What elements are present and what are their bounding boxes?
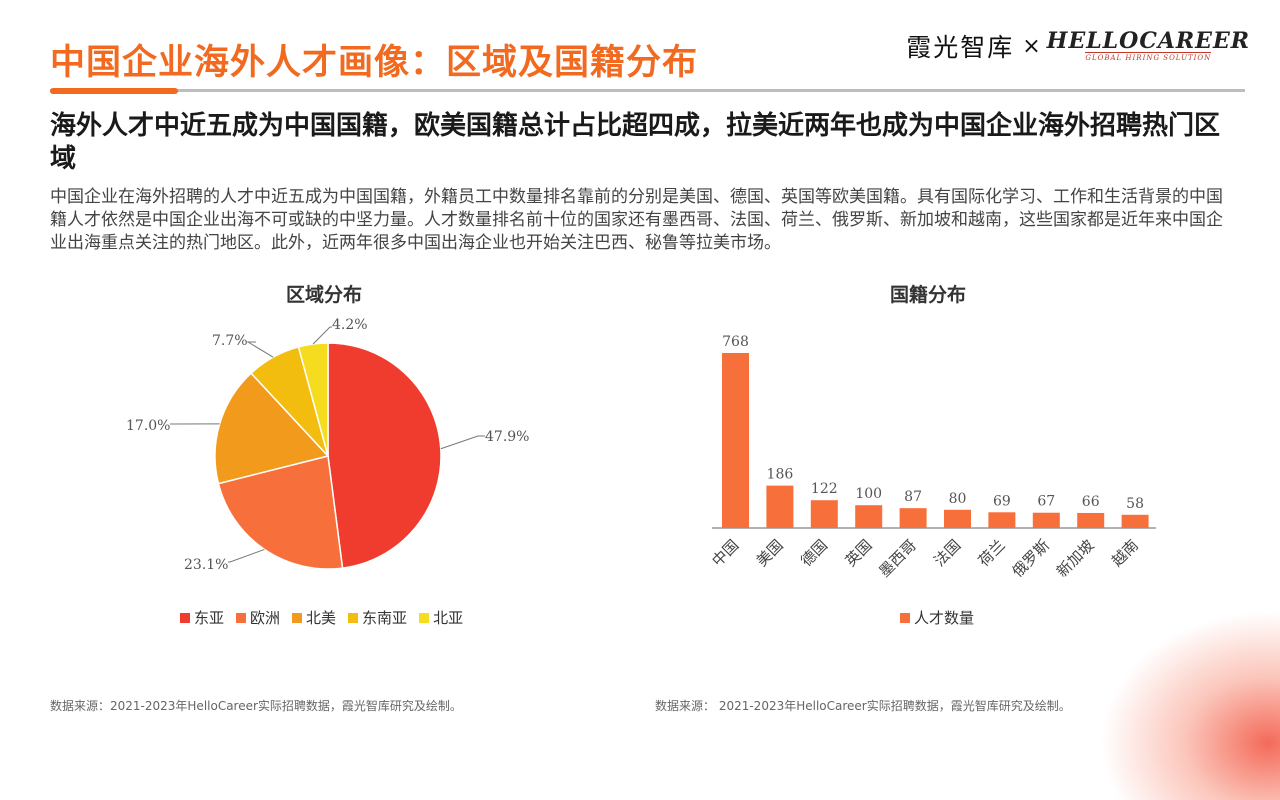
bar-category-label-6: 荷兰: [975, 536, 1009, 570]
pie-legend-label-2: 北美: [306, 607, 336, 628]
bar-category-label-5: 法国: [930, 536, 964, 570]
hellocareer-wordmark: HELLOCAREER: [1047, 30, 1250, 52]
pie-data-label-1: 23.1%: [184, 557, 228, 573]
pie-leader-line-4: [313, 327, 332, 344]
bar-5: [944, 510, 971, 528]
headline: 海外人才中近五成为中国国籍，欧美国籍总计占比超四成，拉美近两年也成为中国企业海外…: [50, 110, 1235, 176]
bar-2: [811, 500, 838, 528]
source-note-left: 数据来源：2021-2023年HelloCareer实际招聘数据，霞光智库研究及…: [50, 697, 462, 714]
bar-8: [1077, 513, 1104, 528]
pie-leader-line-1: [228, 549, 264, 562]
pie-leader-line-0: [441, 436, 485, 449]
bar-category-label-8: 新加坡: [1053, 536, 1098, 581]
pie-data-label-3: 7.7%: [212, 333, 248, 349]
hellocareer-tagline: GLOBAL HIRING SOLUTION: [1085, 52, 1211, 62]
bar-legend: 人才数量: [900, 607, 974, 628]
corner-decoration: [1100, 610, 1280, 800]
bar-data-label-1: 186: [767, 467, 794, 483]
title-divider: [50, 89, 1245, 92]
bar-data-label-2: 122: [811, 481, 838, 497]
brand-logo: 霞光智库 × HELLOCAREER GLOBAL HIRING SOLUTIO…: [906, 28, 1250, 64]
bar-category-label-4: 墨西哥: [875, 536, 920, 581]
bar-3: [855, 505, 882, 528]
brand-cn-name: 霞光智库: [906, 28, 1014, 64]
pie-legend-swatch-2: [292, 613, 302, 623]
pie-legend-label-3: 东南亚: [362, 607, 407, 628]
brand-cross: ×: [1022, 34, 1040, 59]
bar-category-label-7: 俄罗斯: [1009, 536, 1054, 581]
pie-legend-item-2: 北美: [292, 607, 336, 628]
nationality-bar-chart: 768 中国 186 美国 122 德国 100 英国 87 墨西哥 80 法国 69 荷兰 67 俄罗斯 66…: [690, 320, 1180, 600]
pie-legend-swatch-3: [348, 613, 358, 623]
bar-7: [1033, 513, 1060, 528]
pie-legend-item-0: 东亚: [180, 607, 224, 628]
hellocareer-logo: HELLOCAREER GLOBAL HIRING SOLUTION: [1047, 30, 1250, 62]
source-note-right: 数据来源： 2021-2023年HelloCareer实际招聘数据，霞光智库研究…: [655, 697, 1071, 714]
bar-category-label-9: 越南: [1108, 536, 1142, 570]
summary-paragraph: 中国企业在海外招聘的人才中近五成为中国国籍，外籍员工中数量排名靠前的分别是美国、…: [50, 186, 1235, 255]
bar-9: [1122, 515, 1149, 528]
bar-legend-label: 人才数量: [914, 607, 974, 628]
pie-legend: 东亚 欧洲 北美 东南亚 北亚: [180, 607, 475, 628]
pie-data-label-2: 17.0%: [126, 418, 170, 434]
bar-category-label-1: 美国: [753, 536, 787, 570]
bar-1: [766, 486, 793, 528]
pie-legend-label-4: 北亚: [433, 607, 463, 628]
pie-legend-label-1: 欧洲: [250, 607, 280, 628]
bar-data-label-3: 100: [855, 486, 882, 502]
pie-legend-item-3: 东南亚: [348, 607, 407, 628]
pie-legend-item-1: 欧洲: [236, 607, 280, 628]
bar-4: [900, 508, 927, 528]
pie-legend-label-0: 东亚: [194, 607, 224, 628]
bar-data-label-5: 80: [949, 491, 967, 507]
bar-data-label-9: 58: [1126, 496, 1144, 512]
pie-data-label-4: 4.2%: [332, 317, 368, 333]
page-title: 中国企业海外人才画像：区域及国籍分布: [50, 34, 698, 85]
bar-data-label-0: 768: [722, 334, 749, 350]
bar-category-label-3: 英国: [842, 536, 876, 570]
bar-6: [988, 512, 1015, 528]
pie-legend-swatch-0: [180, 613, 190, 623]
bar-0: [722, 353, 749, 528]
region-pie-chart: 47.9% 23.1% 17.0% 7.7% 4.2%: [100, 300, 580, 590]
pie-data-label-0: 47.9%: [485, 429, 529, 445]
pie-legend-item-4: 北亚: [419, 607, 463, 628]
bar-chart-title: 国籍分布: [890, 280, 966, 307]
bar-data-label-6: 69: [993, 493, 1011, 509]
pie-slice-0: [328, 343, 441, 568]
title-accent-bar: [50, 88, 178, 94]
pie-leader-line-3: [248, 342, 273, 357]
pie-legend-swatch-1: [236, 613, 246, 623]
bar-data-label-8: 66: [1082, 494, 1100, 510]
bar-legend-swatch: [900, 613, 910, 623]
bar-data-label-4: 87: [904, 489, 922, 505]
bar-data-label-7: 67: [1037, 494, 1055, 510]
bar-category-label-2: 德国: [797, 536, 831, 570]
pie-legend-swatch-4: [419, 613, 429, 623]
bar-category-label-0: 中国: [708, 536, 742, 570]
